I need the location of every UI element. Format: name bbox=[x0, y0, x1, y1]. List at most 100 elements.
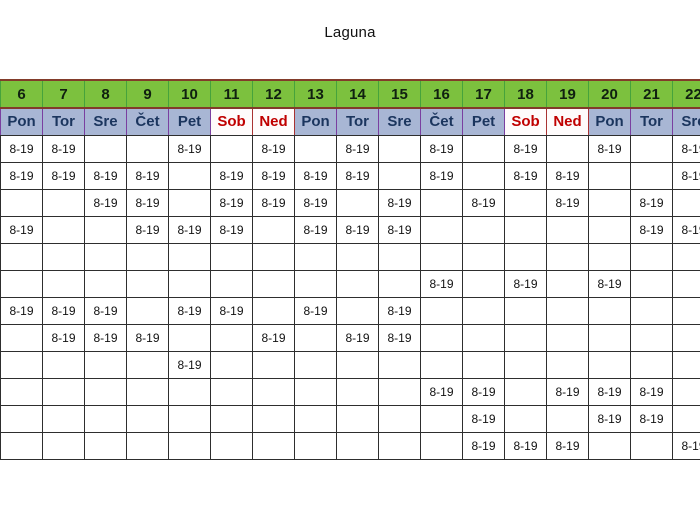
shift-cell-r11-day21: 8-19 bbox=[631, 405, 673, 432]
shift-cell-r12-day12 bbox=[253, 432, 295, 459]
shift-cell-r9-day20 bbox=[589, 351, 631, 378]
shift-cell-r2-day8: 8-19 bbox=[85, 162, 127, 189]
shift-cell-r12-day8 bbox=[85, 432, 127, 459]
shift-cell-r6-day12 bbox=[253, 270, 295, 297]
shift-cell-r6-day7 bbox=[43, 270, 85, 297]
shift-cell-r5-day21 bbox=[631, 243, 673, 270]
shift-cell-r11-day7 bbox=[43, 405, 85, 432]
schedule-row-9: 8-19 bbox=[1, 351, 700, 378]
schedule-table: 678910111213141516171819202122 PonTorSre… bbox=[0, 79, 700, 460]
shift-cell-r4-day20 bbox=[589, 216, 631, 243]
shift-cell-r10-day22 bbox=[673, 378, 700, 405]
shift-cell-r6-day22 bbox=[673, 270, 700, 297]
shift-cell-r6-day13 bbox=[295, 270, 337, 297]
shift-cell-r2-day20 bbox=[589, 162, 631, 189]
shift-cell-r7-day9 bbox=[127, 297, 169, 324]
shift-cell-r7-day22 bbox=[673, 297, 700, 324]
shift-cell-r5-day9 bbox=[127, 243, 169, 270]
shift-cell-r12-day6 bbox=[1, 432, 43, 459]
shift-cell-r5-day6 bbox=[1, 243, 43, 270]
shift-cell-r2-day17 bbox=[463, 162, 505, 189]
day-name-10: Pet bbox=[169, 108, 211, 135]
shift-cell-r3-day14 bbox=[337, 189, 379, 216]
shift-cell-r3-day22 bbox=[673, 189, 700, 216]
shift-cell-r12-day19: 8-19 bbox=[547, 432, 589, 459]
day-number-row: 678910111213141516171819202122 bbox=[1, 80, 700, 108]
day-name-17: Pet bbox=[463, 108, 505, 135]
shift-cell-r9-day13 bbox=[295, 351, 337, 378]
shift-cell-r1-day19 bbox=[547, 135, 589, 162]
shift-cell-r2-day6: 8-19 bbox=[1, 162, 43, 189]
day-name-21: Tor bbox=[631, 108, 673, 135]
shift-cell-r10-day18 bbox=[505, 378, 547, 405]
day-name-20: Pon bbox=[589, 108, 631, 135]
day-number-8: 8 bbox=[85, 80, 127, 108]
shift-cell-r10-day9 bbox=[127, 378, 169, 405]
shift-cell-r6-day11 bbox=[211, 270, 253, 297]
day-number-21: 21 bbox=[631, 80, 673, 108]
shift-cell-r6-day20: 8-19 bbox=[589, 270, 631, 297]
shift-cell-r12-day7 bbox=[43, 432, 85, 459]
shift-cell-r1-day20: 8-19 bbox=[589, 135, 631, 162]
shift-cell-r6-day10 bbox=[169, 270, 211, 297]
day-number-14: 14 bbox=[337, 80, 379, 108]
shift-cell-r2-day12: 8-19 bbox=[253, 162, 295, 189]
day-name-18: Sob bbox=[505, 108, 547, 135]
shift-cell-r11-day14 bbox=[337, 405, 379, 432]
shift-cell-r8-day17 bbox=[463, 324, 505, 351]
shift-cell-r1-day14: 8-19 bbox=[337, 135, 379, 162]
shift-cell-r3-day15: 8-19 bbox=[379, 189, 421, 216]
shift-cell-r5-day8 bbox=[85, 243, 127, 270]
shift-cell-r10-day6 bbox=[1, 378, 43, 405]
shift-cell-r8-day12: 8-19 bbox=[253, 324, 295, 351]
shift-cell-r8-day11 bbox=[211, 324, 253, 351]
shift-cell-r4-day16 bbox=[421, 216, 463, 243]
shift-cell-r6-day19 bbox=[547, 270, 589, 297]
shift-cell-r1-day12: 8-19 bbox=[253, 135, 295, 162]
shift-cell-r9-day12 bbox=[253, 351, 295, 378]
shift-cell-r12-day18: 8-19 bbox=[505, 432, 547, 459]
shift-cell-r12-day11 bbox=[211, 432, 253, 459]
shift-cell-r7-day11: 8-19 bbox=[211, 297, 253, 324]
shift-cell-r8-day7: 8-19 bbox=[43, 324, 85, 351]
shift-cell-r2-day19: 8-19 bbox=[547, 162, 589, 189]
shift-cell-r7-day7: 8-19 bbox=[43, 297, 85, 324]
shift-cell-r7-day12 bbox=[253, 297, 295, 324]
shift-cell-r11-day16 bbox=[421, 405, 463, 432]
shift-cell-r4-day14: 8-19 bbox=[337, 216, 379, 243]
shift-cell-r6-day21 bbox=[631, 270, 673, 297]
shift-cell-r1-day7: 8-19 bbox=[43, 135, 85, 162]
shift-cell-r2-day11: 8-19 bbox=[211, 162, 253, 189]
shift-cell-r10-day10 bbox=[169, 378, 211, 405]
shift-cell-r12-day14 bbox=[337, 432, 379, 459]
shift-cell-r3-day18 bbox=[505, 189, 547, 216]
schedule-header: 678910111213141516171819202122 PonTorSre… bbox=[1, 80, 700, 135]
shift-cell-r8-day22 bbox=[673, 324, 700, 351]
shift-cell-r10-day8 bbox=[85, 378, 127, 405]
shift-cell-r3-day9: 8-19 bbox=[127, 189, 169, 216]
shift-cell-r1-day22: 8-19 bbox=[673, 135, 700, 162]
shift-cell-r11-day17: 8-19 bbox=[463, 405, 505, 432]
schedule-row-1: 8-198-198-198-198-198-198-198-198-19 bbox=[1, 135, 700, 162]
day-number-20: 20 bbox=[589, 80, 631, 108]
shift-cell-r12-day21 bbox=[631, 432, 673, 459]
shift-cell-r8-day21 bbox=[631, 324, 673, 351]
shift-cell-r12-day10 bbox=[169, 432, 211, 459]
shift-cell-r9-day9 bbox=[127, 351, 169, 378]
shift-cell-r2-day14: 8-19 bbox=[337, 162, 379, 189]
shift-cell-r8-day19 bbox=[547, 324, 589, 351]
shift-cell-r9-day11 bbox=[211, 351, 253, 378]
shift-cell-r2-day7: 8-19 bbox=[43, 162, 85, 189]
shift-cell-r7-day19 bbox=[547, 297, 589, 324]
day-number-13: 13 bbox=[295, 80, 337, 108]
shift-cell-r4-day12 bbox=[253, 216, 295, 243]
shift-cell-r4-day7 bbox=[43, 216, 85, 243]
shift-cell-r5-day18 bbox=[505, 243, 547, 270]
shift-cell-r7-day21 bbox=[631, 297, 673, 324]
day-name-7: Tor bbox=[43, 108, 85, 135]
schedule-row-4: 8-198-198-198-198-198-198-198-198-19 bbox=[1, 216, 700, 243]
